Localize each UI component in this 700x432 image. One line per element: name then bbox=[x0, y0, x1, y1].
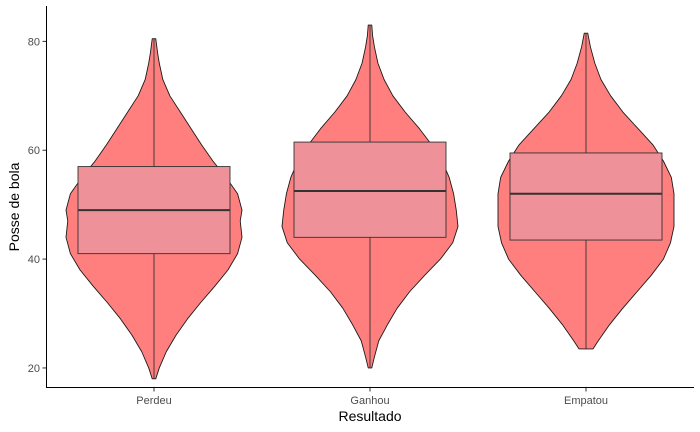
x-axis-ticks: Perdeu Ganhou Empatou bbox=[136, 388, 608, 407]
box-empatou bbox=[509, 152, 663, 241]
x-tick-label: Perdeu bbox=[136, 395, 171, 407]
box-ganhou bbox=[293, 141, 447, 238]
y-axis-title: Posse de bola bbox=[6, 162, 22, 251]
group-ganhou bbox=[281, 24, 459, 369]
y-tick-label: 40 bbox=[28, 254, 40, 266]
y-tick-label: 60 bbox=[28, 145, 40, 157]
group-perdeu bbox=[65, 38, 243, 380]
y-tick-label: 20 bbox=[28, 363, 40, 375]
y-tick-label: 80 bbox=[28, 36, 40, 48]
x-axis-title: Resultado bbox=[338, 408, 401, 424]
x-tick-label: Empatou bbox=[564, 395, 608, 407]
plot-area bbox=[65, 24, 675, 380]
group-empatou bbox=[497, 32, 675, 350]
y-axis-ticks: 20 40 60 80 bbox=[28, 36, 46, 375]
x-tick-label: Ganhou bbox=[350, 395, 389, 407]
